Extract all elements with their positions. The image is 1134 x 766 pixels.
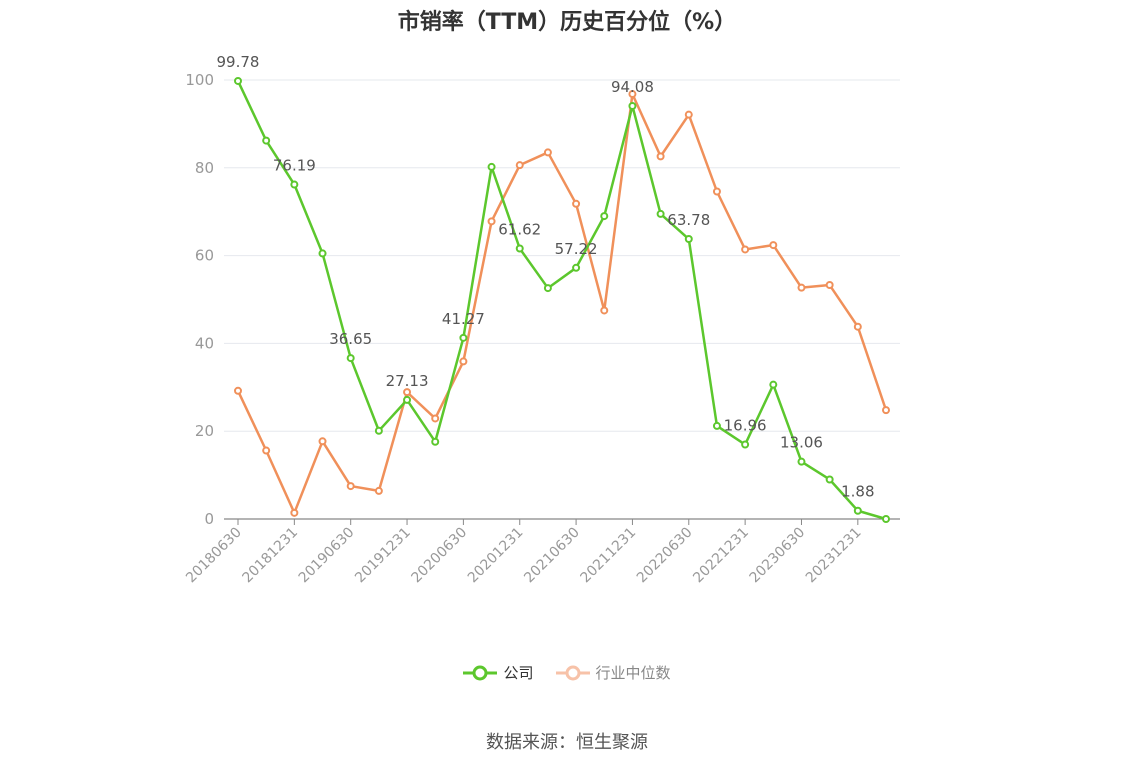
legend-item-industry[interactable]: 行业中位数 <box>555 662 671 683</box>
grid-lines <box>224 79 900 432</box>
data-label: 94.08 <box>611 78 654 96</box>
series-industry <box>234 90 890 517</box>
legend: 公司 行业中位数 <box>0 662 1134 683</box>
x-tick-label: 20191231 <box>352 525 414 587</box>
data-label: 41.27 <box>442 310 485 328</box>
data-point[interactable] <box>882 515 890 523</box>
data-point[interactable] <box>459 357 468 366</box>
x-tick-label: 20200630 <box>409 525 471 587</box>
data-label: 63.78 <box>667 211 710 229</box>
data-point[interactable] <box>346 354 355 363</box>
x-tick-label: 20231231 <box>803 525 865 587</box>
data-point[interactable] <box>882 406 890 415</box>
x-tick-label: 20181231 <box>239 525 301 587</box>
legend-label-industry: 行业中位数 <box>595 664 671 682</box>
data-point[interactable] <box>656 152 665 161</box>
data-label: 36.65 <box>329 330 372 348</box>
data-point[interactable] <box>684 235 693 244</box>
x-tick-label: 20220630 <box>634 525 696 587</box>
data-point[interactable] <box>741 245 750 254</box>
data-point[interactable] <box>853 506 862 515</box>
data-point[interactable] <box>459 333 468 342</box>
data-point[interactable] <box>290 508 299 517</box>
data-point[interactable] <box>515 161 524 170</box>
data-point[interactable] <box>825 475 834 484</box>
legend-marker-company-icon <box>463 665 498 680</box>
data-label: 16.96 <box>724 417 767 435</box>
x-tick-label: 20201231 <box>465 525 527 587</box>
data-point[interactable] <box>403 388 412 397</box>
series-layer <box>234 76 890 523</box>
x-tick-label: 20230630 <box>747 525 809 587</box>
data-point[interactable] <box>712 421 721 430</box>
data-point[interactable] <box>684 110 693 119</box>
data-point[interactable] <box>853 322 862 331</box>
data-point[interactable] <box>628 90 637 99</box>
data-point[interactable] <box>797 457 806 466</box>
data-point[interactable] <box>318 249 327 258</box>
data-point[interactable] <box>600 306 609 315</box>
data-point[interactable] <box>628 101 637 110</box>
data-point[interactable] <box>431 414 440 423</box>
y-tick-label: 80 <box>195 159 214 177</box>
data-point[interactable] <box>487 162 496 171</box>
data-point[interactable] <box>515 244 524 253</box>
data-point[interactable] <box>825 281 834 290</box>
data-label: 27.13 <box>386 372 429 390</box>
data-point[interactable] <box>262 136 271 145</box>
y-tick-label: 60 <box>195 247 214 265</box>
legend-item-company[interactable]: 公司 <box>463 662 534 683</box>
chart-title: 市销率（TTM）历史百分位（%） <box>397 10 737 35</box>
y-tick-label: 40 <box>195 334 214 352</box>
data-point[interactable] <box>741 440 750 449</box>
data-point[interactable] <box>712 187 721 196</box>
x-axis: 2018063020181231201906302019123120200630… <box>183 518 900 587</box>
data-point[interactable] <box>656 209 665 218</box>
data-label: 76.19 <box>273 157 316 175</box>
legend-marker-industry-icon <box>555 665 590 680</box>
data-label: 61.62 <box>498 220 541 238</box>
data-point[interactable] <box>769 241 778 250</box>
data-point[interactable] <box>403 395 412 404</box>
data-point[interactable] <box>374 426 383 435</box>
data-point[interactable] <box>572 263 581 272</box>
data-point[interactable] <box>572 199 581 208</box>
data-label: 99.78 <box>217 53 260 71</box>
data-label: 1.88 <box>841 483 874 501</box>
x-tick-label: 20210630 <box>521 525 583 587</box>
x-tick-label: 20221231 <box>690 525 752 587</box>
series-line <box>236 80 887 521</box>
data-point[interactable] <box>797 283 806 292</box>
data-labels: 99.78 76.19 36.65 27.13 41.27 61.62 57.22 94.08… <box>217 53 875 501</box>
line-chart: 0 20 40 60 80 100 201806302018123120190630201… <box>183 53 900 587</box>
data-point[interactable] <box>346 482 355 491</box>
y-tick-label: 100 <box>185 71 214 89</box>
x-tick-label: 20180630 <box>183 525 245 587</box>
data-point[interactable] <box>374 486 383 495</box>
data-label: 13.06 <box>780 434 823 452</box>
x-tick-label: 20190630 <box>296 525 358 587</box>
data-point[interactable] <box>487 217 496 226</box>
data-point[interactable] <box>431 437 440 446</box>
y-tick-label: 0 <box>204 510 214 528</box>
data-point[interactable] <box>543 148 552 157</box>
data-point[interactable] <box>769 380 778 389</box>
y-axis-ticks: 0 20 40 60 80 100 <box>185 71 214 528</box>
y-tick-label: 20 <box>195 422 214 440</box>
data-label: 57.22 <box>555 240 598 258</box>
data-point[interactable] <box>318 437 327 446</box>
series-line <box>236 92 888 515</box>
data-point[interactable] <box>600 212 609 221</box>
data-point[interactable] <box>234 76 242 85</box>
series-company <box>234 76 890 523</box>
data-point[interactable] <box>543 284 552 293</box>
x-tick-label: 20211231 <box>578 525 640 587</box>
data-point[interactable] <box>290 180 299 189</box>
data-source: 数据来源：恒生聚源 <box>486 732 648 753</box>
data-point[interactable] <box>262 446 271 455</box>
data-point[interactable] <box>234 386 242 395</box>
legend-label-company: 公司 <box>503 664 534 682</box>
